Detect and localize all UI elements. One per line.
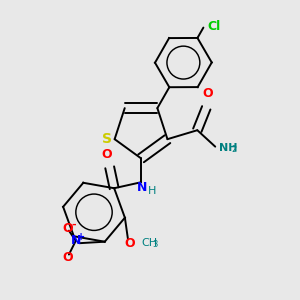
Text: -: -	[72, 220, 76, 230]
Text: O: O	[124, 238, 135, 250]
Text: N: N	[137, 181, 148, 194]
Text: N: N	[70, 234, 81, 247]
Text: CH: CH	[141, 238, 158, 248]
Text: 2: 2	[232, 145, 237, 154]
Text: O: O	[202, 87, 213, 101]
Text: O: O	[101, 148, 112, 161]
Text: S: S	[102, 132, 112, 146]
Text: O: O	[62, 251, 73, 264]
Text: 3: 3	[152, 240, 158, 249]
Text: +: +	[77, 232, 85, 242]
Text: O: O	[63, 222, 73, 236]
Text: H: H	[148, 186, 157, 196]
Text: NH: NH	[219, 143, 237, 153]
Text: Cl: Cl	[207, 20, 220, 33]
